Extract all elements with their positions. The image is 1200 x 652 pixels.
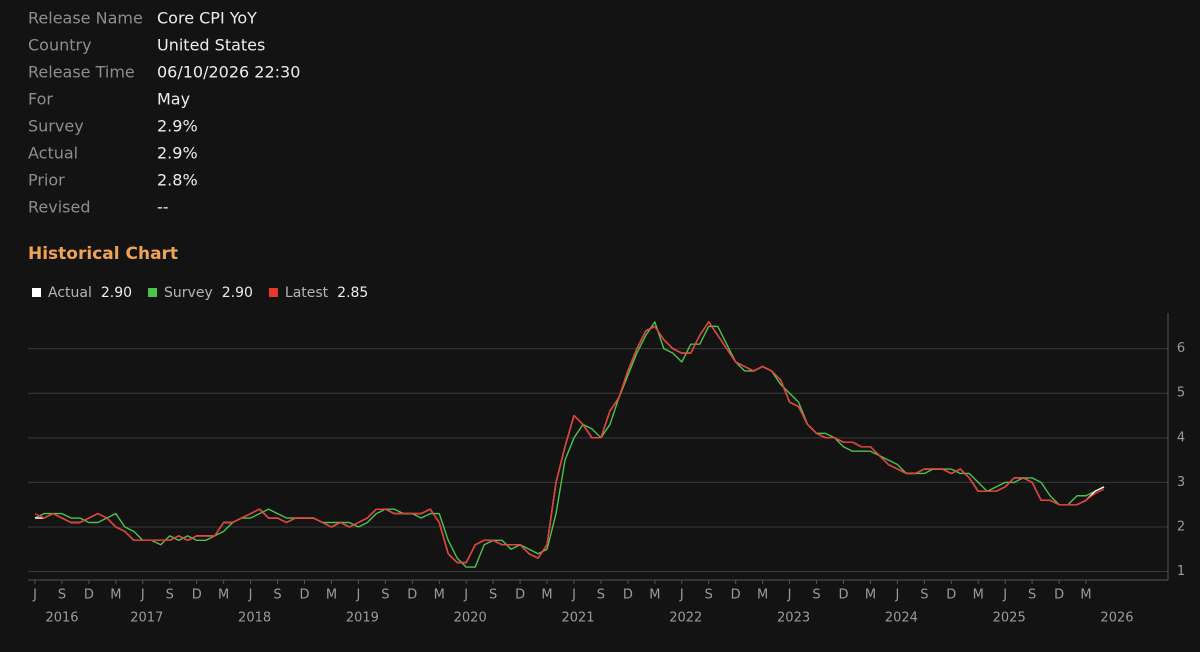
info-label: Revised — [28, 198, 91, 217]
y-tick-label: 4 — [1177, 430, 1185, 445]
x-tick-label: S — [381, 588, 389, 603]
info-label: Actual — [28, 144, 78, 163]
legend-label: Latest — [285, 285, 329, 301]
x-tick-label: M — [326, 588, 337, 603]
x-tick-label: D — [192, 588, 202, 603]
info-label: Release Time — [28, 63, 135, 82]
info-label: Prior — [28, 171, 65, 190]
x-year-label: 2021 — [561, 611, 594, 626]
x-tick-label: J — [463, 588, 468, 603]
legend-value: 2.85 — [337, 285, 368, 301]
x-tick-label: M — [434, 588, 445, 603]
info-label: Release Name — [28, 9, 143, 28]
x-tick-label: J — [355, 588, 360, 603]
x-year-label: 2026 — [1100, 611, 1133, 626]
info-value: 2.9% — [157, 144, 198, 163]
info-label: For — [28, 90, 53, 109]
legend-swatch — [32, 288, 41, 297]
release-info: Release Name Core CPI YoY Country United St… — [28, 9, 300, 217]
legend: Actual 2.90 Survey 2.90 Latest 2.85 — [32, 285, 368, 301]
x-tick-label: D — [946, 588, 956, 603]
legend-swatch — [268, 288, 278, 297]
legend-value: 2.90 — [101, 285, 132, 301]
x-tick-label: M — [541, 588, 552, 603]
info-value: United States — [157, 36, 265, 55]
x-tick-label: M — [865, 588, 876, 603]
x-tick-label: S — [273, 588, 281, 603]
x-year-label: 2020 — [454, 611, 487, 626]
chart: 1 2 3 4 5 6 J S D M J S D M J S D M J S D M J S D M J S D M J S D M J S D M J S… — [28, 313, 1185, 626]
y-tick-label: 3 — [1177, 475, 1185, 490]
x-tick-label: M — [757, 588, 768, 603]
x-tick-label: D — [838, 588, 848, 603]
x-tick-label: M — [649, 588, 660, 603]
x-tick-label: J — [32, 588, 37, 603]
x-tick-label: D — [731, 588, 741, 603]
x-tick-label: D — [623, 588, 633, 603]
x-tick-label: S — [166, 588, 174, 603]
x-tick-label: D — [515, 588, 525, 603]
x-tick-label: D — [84, 588, 94, 603]
x-tick-label: S — [1028, 588, 1036, 603]
x-tick-label: S — [58, 588, 66, 603]
info-label: Survey — [28, 117, 84, 136]
x-tick-label: J — [248, 588, 253, 603]
x-tick-label: D — [299, 588, 309, 603]
x-year-label: 2025 — [993, 611, 1026, 626]
legend-label: Survey — [164, 285, 213, 301]
x-year-label: 2022 — [669, 611, 702, 626]
y-tick-label: 5 — [1177, 386, 1185, 401]
series-line — [34, 321, 1105, 564]
x-tick-label: S — [812, 588, 820, 603]
info-label: Country — [28, 36, 92, 55]
info-value: -- — [157, 198, 169, 217]
x-tick-label: J — [140, 588, 145, 603]
x-year-label: 2023 — [777, 611, 810, 626]
x-tick-label: S — [489, 588, 497, 603]
x-tick-label: D — [407, 588, 417, 603]
x-tick-label: J — [679, 588, 684, 603]
info-value: 2.8% — [157, 171, 198, 190]
legend-swatch — [148, 288, 158, 297]
info-value: Core CPI YoY — [157, 9, 257, 28]
x-tick-label: M — [110, 588, 121, 603]
info-value: 2.9% — [157, 117, 198, 136]
x-tick-label: S — [920, 588, 928, 603]
x-tick-label: D — [1054, 588, 1064, 603]
x-tick-label: J — [571, 588, 576, 603]
x-tick-label: M — [973, 588, 984, 603]
y-tick-label: 6 — [1177, 341, 1185, 356]
x-tick-label: S — [597, 588, 605, 603]
x-tick-label: J — [894, 588, 899, 603]
x-year-label: 2024 — [885, 611, 918, 626]
x-tick-label: S — [705, 588, 713, 603]
x-year-label: 2016 — [45, 611, 78, 626]
x-year-label: 2018 — [238, 611, 271, 626]
chart-title: Historical Chart — [28, 244, 178, 264]
legend-value: 2.90 — [222, 285, 253, 301]
x-tick-label: M — [1080, 588, 1091, 603]
info-value: May — [157, 90, 190, 109]
y-tick-label: 2 — [1177, 519, 1185, 534]
series-line — [34, 321, 1105, 568]
x-tick-label: M — [218, 588, 229, 603]
info-value: 06/10/2026 22:30 — [157, 63, 300, 82]
y-tick-label: 1 — [1177, 564, 1185, 579]
x-tick-label: J — [787, 588, 792, 603]
x-tick-label: J — [1002, 588, 1007, 603]
x-year-label: 2019 — [346, 611, 379, 626]
legend-label: Actual — [48, 285, 92, 301]
x-year-label: 2017 — [130, 611, 163, 626]
